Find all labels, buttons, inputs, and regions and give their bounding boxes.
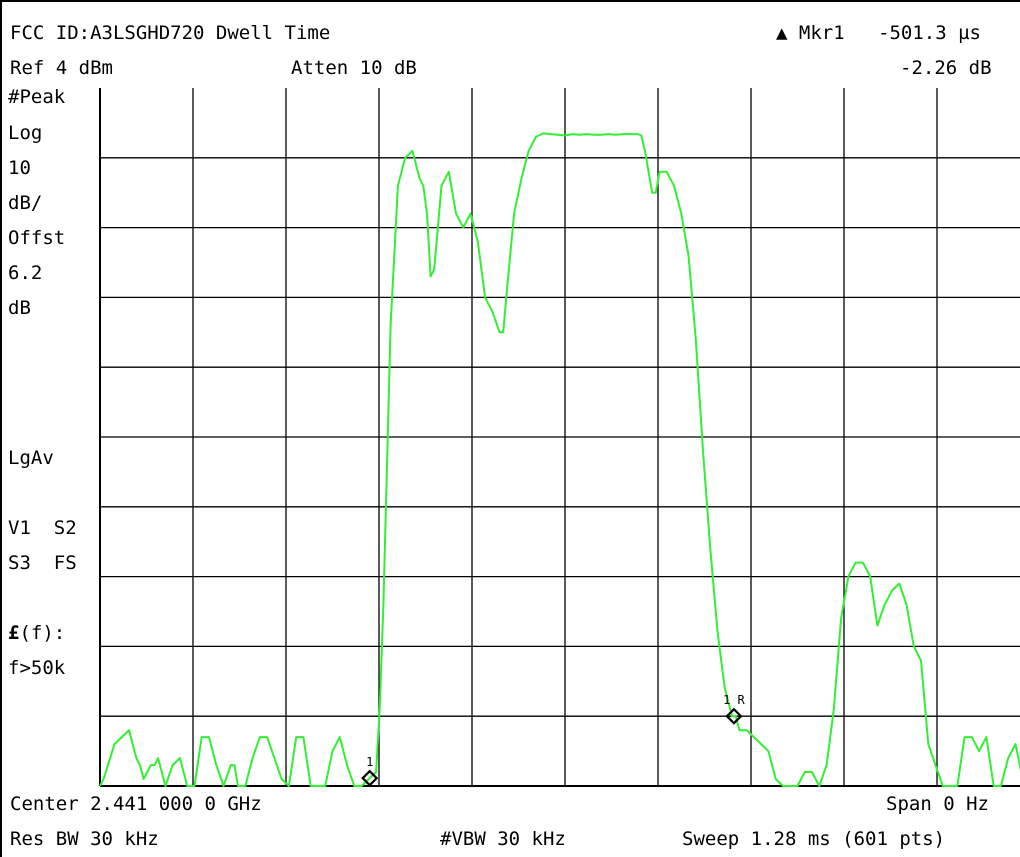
marker-label: ▲ Mkr1 (776, 22, 845, 44)
offset-label: Offst (8, 227, 66, 249)
marker-2-diamond (725, 707, 743, 725)
trace-line (99, 132, 1020, 787)
averaging-label: LgAv (8, 447, 54, 469)
vbw: #VBW 30 kHz (440, 828, 566, 850)
markers: 1 1 R (361, 693, 746, 787)
marker-1-diamond (361, 769, 379, 787)
detector-label: #Peak (8, 86, 66, 108)
center-frequency: Center 2.441 000 0 GHz (10, 793, 262, 815)
offset-value: 6.2 (8, 262, 43, 284)
attenuation: Atten 10 dB (291, 57, 417, 79)
span-readout: Span 0 Hz (886, 793, 989, 815)
scale-unit-label: dB/ (8, 192, 43, 214)
correction-prefix: £ (8, 622, 20, 644)
marker-2-label: 1 R (723, 693, 745, 707)
correction-suffix: (f): (19, 622, 66, 644)
screen-title: FCC ID:A3LSGHD720 Dwell Time (10, 22, 331, 44)
ref-level: Ref 4 dBm (10, 57, 113, 79)
sweep-readout: Sweep 1.28 ms (601 pts) (682, 828, 946, 850)
trace-mode-line1: V1 S2 (8, 517, 77, 539)
res-bw: Res BW 30 kHz (10, 828, 159, 850)
filter-label: f>50k (8, 657, 66, 679)
marker-level-readout: -2.26 dB (900, 57, 992, 79)
scale-value-label: 10 (8, 157, 31, 179)
marker-time-readout: -501.3 µs (878, 22, 981, 44)
marker-1-label: 1 (366, 755, 373, 769)
trace-mode-line2: S3 FS (8, 552, 77, 574)
correction-label: £(f): (8, 624, 65, 643)
scale-type-label: Log (8, 122, 43, 144)
offset-unit: dB (8, 297, 31, 319)
